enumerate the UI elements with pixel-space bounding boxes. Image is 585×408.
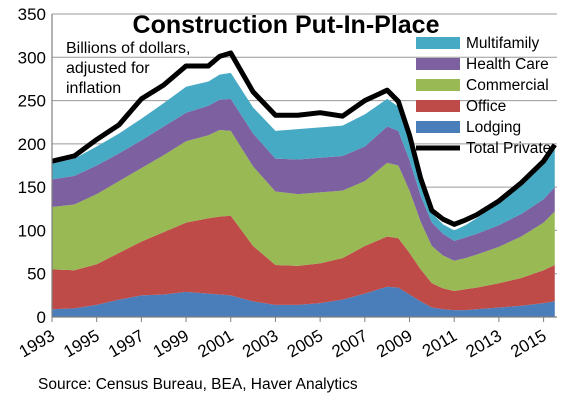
y-tick-label: 350 xyxy=(18,5,46,24)
x-tick-label: 1999 xyxy=(150,326,192,361)
line-total-private xyxy=(51,50,557,227)
annotation-line-3: inflation xyxy=(66,80,121,97)
y-tick-label: 100 xyxy=(18,221,46,240)
area-health-care xyxy=(52,98,555,261)
area-series xyxy=(52,72,555,317)
x-tick-label: 2011 xyxy=(419,326,460,361)
y-tick-label: 0 xyxy=(37,308,46,327)
legend-label-health-care: Health Care xyxy=(466,56,549,73)
legend-swatch-lodging xyxy=(416,121,460,133)
area-lodging xyxy=(52,286,555,317)
legend-swatch-health-care xyxy=(416,58,460,70)
legend-label-multifamily: Multifamily xyxy=(466,35,539,52)
x-tick-label: 1997 xyxy=(105,326,147,361)
x-tick-label: 2009 xyxy=(373,326,415,361)
y-tick-label: 150 xyxy=(18,178,46,197)
x-tick-label: 2003 xyxy=(239,326,281,361)
area-office xyxy=(52,215,555,311)
legend: Multifamily Health Care Commercial Office Lo… xyxy=(416,35,551,157)
legend-swatch-commercial xyxy=(416,79,460,91)
legend-swatch-multifamily xyxy=(416,37,460,49)
legend-label-commercial: Commercial xyxy=(466,77,549,94)
chart-title: Construction Put-In-Place xyxy=(133,11,440,39)
x-tick-label: 1993 xyxy=(16,326,58,361)
y-tick-label: 300 xyxy=(18,48,46,67)
x-tick-label: 2015 xyxy=(507,326,549,361)
area-multifamily xyxy=(52,72,555,241)
y-tick-label: 200 xyxy=(18,135,46,154)
legend-swatch-office xyxy=(416,100,460,112)
legend-label-total-private: Total Private xyxy=(466,140,551,157)
x-tick-label: 2005 xyxy=(284,326,326,361)
x-tick-label: 2007 xyxy=(329,326,371,361)
x-tick-label: 2013 xyxy=(463,326,505,361)
y-tick-label: 50 xyxy=(27,265,46,284)
annotation-line-1: Billions of dollars, xyxy=(66,40,191,57)
legend-label-lodging: Lodging xyxy=(466,119,521,136)
y-tick-label: 250 xyxy=(18,92,46,111)
x-tick-label: 2001 xyxy=(195,326,237,361)
source-note: Source: Census Bureau, BEA, Haver Analyt… xyxy=(38,376,358,393)
annotation-line-2: adjusted for xyxy=(66,60,150,77)
x-tick-label: 1995 xyxy=(60,326,102,361)
total-line-layer xyxy=(51,50,557,227)
legend-label-office: Office xyxy=(466,98,506,115)
area-commercial xyxy=(52,130,555,292)
